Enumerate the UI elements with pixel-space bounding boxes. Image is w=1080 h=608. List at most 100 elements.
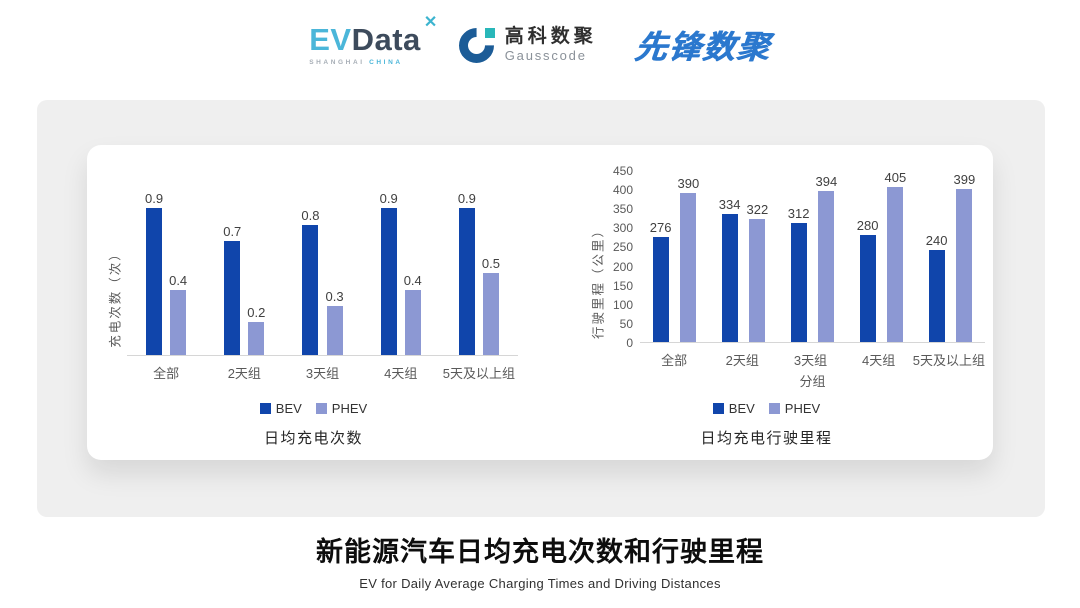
page-title: 新能源汽车日均充电次数和行驶里程 [316, 537, 764, 567]
phev-bar-with-label: 0.3 [326, 193, 344, 355]
bev-bar-with-label: 312 [788, 171, 810, 342]
category-label: 全部 [661, 353, 688, 368]
y-axis-tick: 400 [612, 183, 633, 198]
bar-group: 240 399 [916, 171, 985, 342]
bar-group: 0.8 0.3 [283, 193, 361, 355]
phev-bar-with-label: 0.4 [169, 193, 187, 355]
gausscode-text: 高科数聚 Gausscode [504, 25, 597, 64]
bev-bar [652, 237, 669, 342]
gausscode-square-shape [484, 27, 495, 38]
y-axis-tick: 150 [612, 278, 633, 293]
legend-label: BEV [275, 401, 302, 416]
legend-item-bev: BEV [259, 401, 302, 416]
bar-value-label: 0.4 [403, 273, 422, 288]
y-axis-tick: 200 [612, 259, 633, 274]
evdata-wordmark: EVData ✕ [309, 15, 437, 57]
y-axis-tick: 250 [612, 240, 633, 255]
gausscode-en-text: Gausscode [504, 48, 587, 64]
gausscode-logo: 高科数聚 Gausscode [451, 20, 597, 70]
bar-group: 334 322 [709, 171, 778, 342]
chart-legend: BEV PHEV [87, 401, 540, 416]
legend-label: BEV [728, 401, 755, 416]
bar-value-label: 0.9 [457, 191, 476, 206]
phev-bar-with-label: 399 [953, 171, 976, 342]
phev-bar [482, 273, 499, 355]
phev-bar [248, 322, 265, 355]
bar-value-label: 405 [884, 170, 907, 185]
bar-group: 276 390 [640, 171, 709, 342]
phev-bar [749, 219, 766, 342]
legend-swatch [259, 403, 271, 414]
y-axis-tick: 350 [612, 202, 633, 217]
legend-label: PHEV [331, 401, 368, 416]
bev-bar-with-label: 334 [719, 171, 741, 342]
evdata-data-text: Data [351, 22, 421, 57]
header-logos: EVData ✕ SHANGHAI CHINA 高科数聚 Gausscode 先… [0, 15, 1080, 70]
category-label: 4天组 [862, 353, 896, 368]
bev-bar [859, 235, 876, 342]
chart-plot-area: 充电次数（次） 0.9 0.4 0.7 0.2 0.8 0.3 0.9 0.4 0.9 0.5 全… [101, 191, 518, 401]
bev-bar-with-label: 276 [650, 171, 672, 342]
chart-plot-area: 行驶里程（公里） 450 400 350 300 250 200 150 100 50 0 276… [584, 164, 985, 390]
bev-bar [302, 225, 319, 355]
bar-value-label: 0.7 [223, 224, 242, 239]
category-label: 2天组 [725, 353, 759, 368]
bar-value-label: 280 [856, 218, 879, 233]
bev-bar [146, 208, 163, 355]
legend-item-phev: PHEV [315, 401, 368, 416]
legend-swatch [768, 403, 780, 414]
bar-value-label: 0.4 [169, 273, 188, 288]
x-axis-label: 分组 [799, 374, 826, 389]
chart-daily-driving-distance: 行驶里程（公里） 450 400 350 300 250 200 150 100 50 0 276… [540, 145, 993, 460]
bar-value-label: 0.9 [145, 191, 164, 206]
bar-group: 0.9 0.4 [362, 191, 440, 355]
phev-bar [887, 187, 904, 342]
y-axis-label: 行驶里程（公里） [591, 222, 606, 339]
bar-value-label: 312 [787, 206, 810, 221]
bars-area: 276 390 334 322 312 394 280 405 240 399 [640, 170, 985, 343]
pioneer-logo: 先锋数聚 [632, 29, 773, 65]
phev-bar-with-label: 390 [677, 171, 700, 342]
evdata-subtitle: SHANGHAI CHINA [309, 59, 421, 66]
bev-bar [790, 223, 807, 342]
gausscode-cn-text: 高科数聚 [504, 25, 597, 47]
bar-group: 0.9 0.4 [127, 191, 205, 355]
phev-bar-with-label: 0.5 [482, 193, 500, 355]
bev-bar [721, 214, 738, 342]
phev-bar [404, 290, 421, 355]
bev-bar [928, 250, 945, 342]
bar-group: 0.9 0.5 [440, 191, 518, 355]
bar-value-label: 0.8 [301, 208, 320, 223]
bar-value-label: 240 [925, 233, 948, 248]
y-axis-label: 充电次数（次） [108, 246, 123, 348]
evdata-x-icon: ✕ [423, 14, 438, 31]
y-axis-label-container: 充电次数（次） [101, 193, 127, 401]
evdata-logo: EVData ✕ SHANGHAI CHINA [309, 15, 437, 67]
bar-group: 280 405 [847, 170, 916, 342]
bev-bar [224, 241, 241, 355]
legend-item-phev: PHEV [768, 401, 820, 416]
chart-title: 日均充电次数 [263, 430, 363, 447]
bar-value-label: 0.9 [379, 191, 398, 206]
page-subtitle: EV for Daily Average Charging Times and … [359, 576, 721, 591]
bars-area: 0.9 0.4 0.7 0.2 0.8 0.3 0.9 0.4 0.9 0.5 [127, 191, 518, 356]
evdata-ev-text: EV [309, 22, 352, 57]
bev-bar-with-label: 240 [926, 171, 948, 342]
evdata-shanghai-text: SHANGHAI [309, 59, 365, 66]
bar-value-label: 399 [953, 172, 976, 187]
phev-bar [818, 191, 835, 342]
y-axis-ticks: 450 400 350 300 250 200 150 100 50 0 [610, 164, 640, 350]
bar-value-label: 390 [677, 176, 700, 191]
bev-bar-with-label: 0.9 [379, 191, 398, 355]
bar-value-label: 394 [815, 174, 838, 189]
category-label: 4天组 [384, 366, 418, 381]
chart-legend: BEV PHEV [540, 401, 993, 416]
legend-item-bev: BEV [712, 401, 755, 416]
category-axis: 全部 2天组 3天组 4天组 5天及以上组 [127, 356, 518, 382]
category-axis: 全部 2天组 3天组 4天组 5天及以上组 [640, 343, 985, 369]
plot-column: 276 390 334 322 312 394 280 405 240 399 全部 2天组 3天组 4… [640, 170, 985, 390]
bev-bar [458, 208, 475, 355]
bev-bar-with-label: 280 [857, 171, 879, 342]
category-label: 5天及以上组 [442, 366, 516, 381]
bev-bar-with-label: 0.9 [145, 191, 164, 355]
